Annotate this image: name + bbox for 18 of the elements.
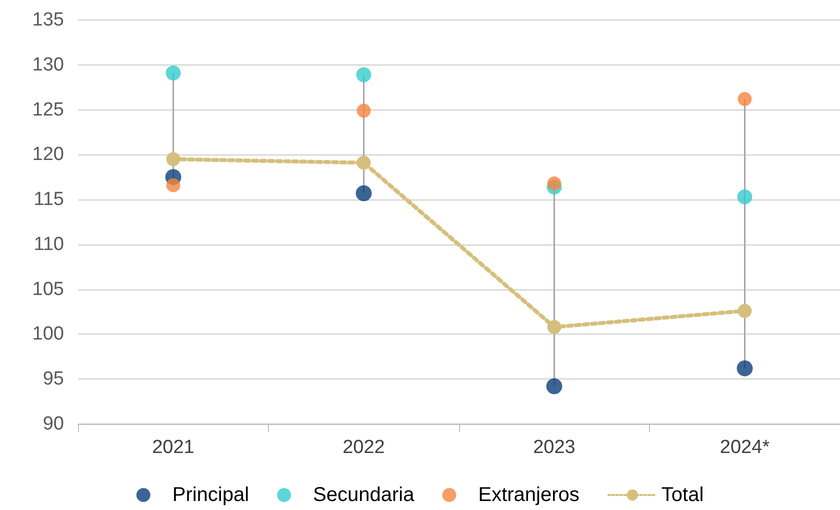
y-tick-label: 100 (32, 324, 64, 345)
y-tick-label: 125 (32, 99, 64, 120)
x-tick-label: 2022 (342, 437, 385, 458)
y-tick-label: 135 (32, 10, 64, 30)
y-tick-label: 110 (34, 234, 64, 255)
y-tick-label: 115 (34, 189, 64, 210)
y-tick-label: 130 (32, 54, 64, 76)
legend-label: Extranjeros (478, 484, 580, 506)
y-tick-label: 120 (32, 144, 64, 166)
legend-label: Total (661, 484, 704, 506)
x-tick-label: 2021 (152, 437, 194, 458)
legend-label: Secundaria (313, 484, 416, 506)
legend-label: Principal (172, 484, 250, 506)
x-tick-label: 2023 (533, 437, 576, 458)
x-tick-label: 2024* (720, 437, 770, 458)
y-tick-label: 95 (42, 368, 64, 390)
y-tick-label: 105 (32, 278, 64, 300)
y-tick-label: 90 (42, 414, 64, 434)
